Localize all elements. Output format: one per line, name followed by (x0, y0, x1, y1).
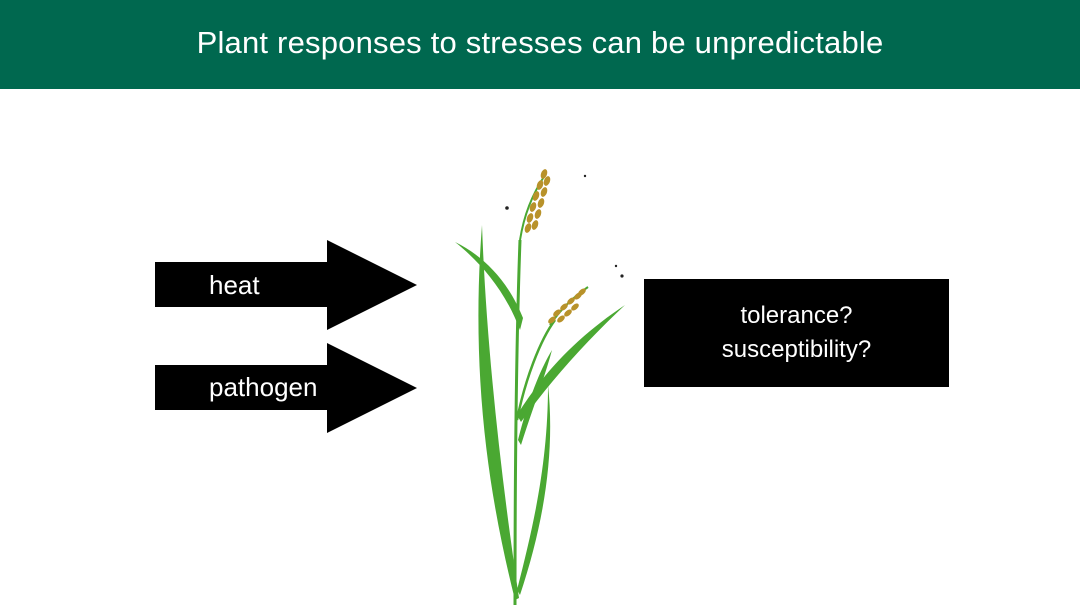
page-title: Plant responses to stresses can be unpre… (196, 24, 884, 60)
outcome-box: tolerance? susceptibility? (644, 279, 949, 387)
outcome-susceptibility: susceptibility? (721, 336, 872, 363)
arrow-right-icon (155, 343, 417, 433)
pathogen-arrow: pathogen (155, 343, 417, 433)
heat-arrow: heat (155, 240, 417, 330)
arrow-right-icon (155, 240, 417, 330)
rice-plant-icon (440, 160, 640, 613)
rice-plant-drawing (455, 169, 625, 606)
title-bar: Plant responses to stresses can be unpre… (0, 0, 1080, 89)
heat-label: heat (209, 270, 260, 300)
pathogen-label: pathogen (209, 372, 318, 402)
outcome-tolerance: tolerance? (740, 302, 853, 329)
